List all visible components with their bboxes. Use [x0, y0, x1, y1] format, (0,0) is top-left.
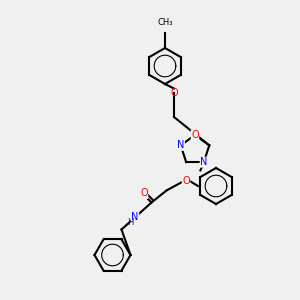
Text: O: O	[182, 176, 190, 187]
Text: O: O	[191, 130, 199, 140]
Text: O: O	[170, 88, 178, 98]
Text: H: H	[127, 218, 134, 227]
Text: N: N	[200, 157, 208, 167]
Text: O: O	[140, 188, 148, 199]
Text: N: N	[177, 140, 184, 150]
Text: CH₃: CH₃	[157, 18, 173, 27]
Text: N: N	[131, 212, 139, 223]
